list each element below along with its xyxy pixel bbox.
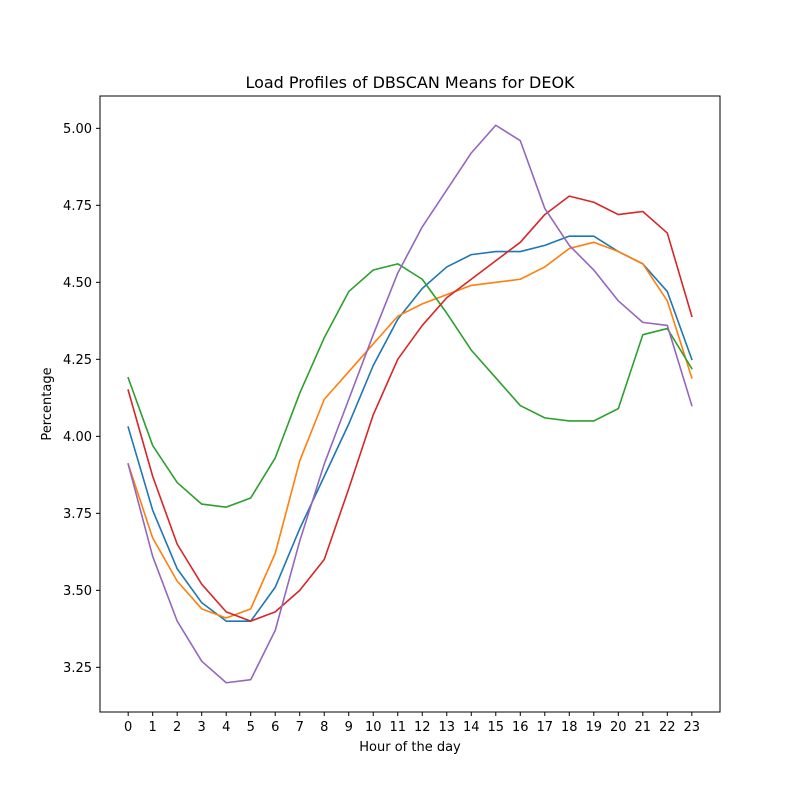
x-tick-label: 19 bbox=[586, 720, 603, 735]
x-tick-label: 16 bbox=[512, 720, 529, 735]
y-axis: 3.25 3.50 3.75 4.00 4.25 4.50 4.75 5.00 bbox=[63, 122, 100, 676]
y-tick-label: 4.75 bbox=[63, 199, 92, 214]
x-tick-label: 23 bbox=[684, 720, 701, 735]
x-tick-label: 20 bbox=[610, 720, 627, 735]
y-tick-label: 4.00 bbox=[63, 430, 92, 445]
series-line-4 bbox=[127, 195, 693, 622]
x-tick-label: 4 bbox=[222, 720, 230, 735]
x-tick-label: 22 bbox=[659, 720, 676, 735]
chart-title: Load Profiles of DBSCAN Means for DEOK bbox=[245, 73, 575, 92]
series-line-1 bbox=[127, 235, 693, 622]
x-tick-label: 1 bbox=[149, 720, 157, 735]
series-line-5 bbox=[127, 124, 693, 684]
x-tick-label: 3 bbox=[198, 720, 206, 735]
x-tick-label: 0 bbox=[124, 720, 132, 735]
y-tick-label: 5.00 bbox=[63, 122, 92, 137]
plot-frame bbox=[99, 95, 721, 713]
x-tick-label: 12 bbox=[414, 720, 431, 735]
y-tick-label: 3.50 bbox=[63, 584, 92, 599]
series-layer bbox=[127, 124, 693, 684]
x-tick-label: 9 bbox=[345, 720, 353, 735]
y-axis-label: Percentage bbox=[40, 367, 55, 440]
x-tick-label: 8 bbox=[320, 720, 328, 735]
x-axis-label: Hour of the day bbox=[359, 740, 461, 755]
x-tick-label: 5 bbox=[247, 720, 255, 735]
series-line-2 bbox=[127, 241, 693, 619]
x-tick-label: 17 bbox=[537, 720, 554, 735]
y-tick-label: 4.25 bbox=[63, 353, 92, 368]
x-tick-label: 15 bbox=[487, 720, 504, 735]
series-line-3 bbox=[127, 263, 693, 508]
x-tick-label: 7 bbox=[296, 720, 304, 735]
x-tick-label: 14 bbox=[463, 720, 480, 735]
y-tick-label: 3.75 bbox=[63, 507, 92, 522]
y-tick-label: 4.50 bbox=[63, 276, 92, 291]
x-tick-label: 6 bbox=[271, 720, 279, 735]
x-tick-label: 11 bbox=[389, 720, 406, 735]
x-tick-label: 13 bbox=[438, 720, 455, 735]
x-tick-label: 18 bbox=[561, 720, 578, 735]
x-tick-label: 10 bbox=[365, 720, 382, 735]
y-tick-label: 3.25 bbox=[63, 661, 92, 676]
x-tick-label: 2 bbox=[173, 720, 181, 735]
x-axis: 0 1 2 3 4 5 6 7 8 9 10 11 12 13 14 15 16 17 18 19 20 21 22 23 bbox=[124, 712, 700, 735]
x-tick-label: 21 bbox=[635, 720, 652, 735]
